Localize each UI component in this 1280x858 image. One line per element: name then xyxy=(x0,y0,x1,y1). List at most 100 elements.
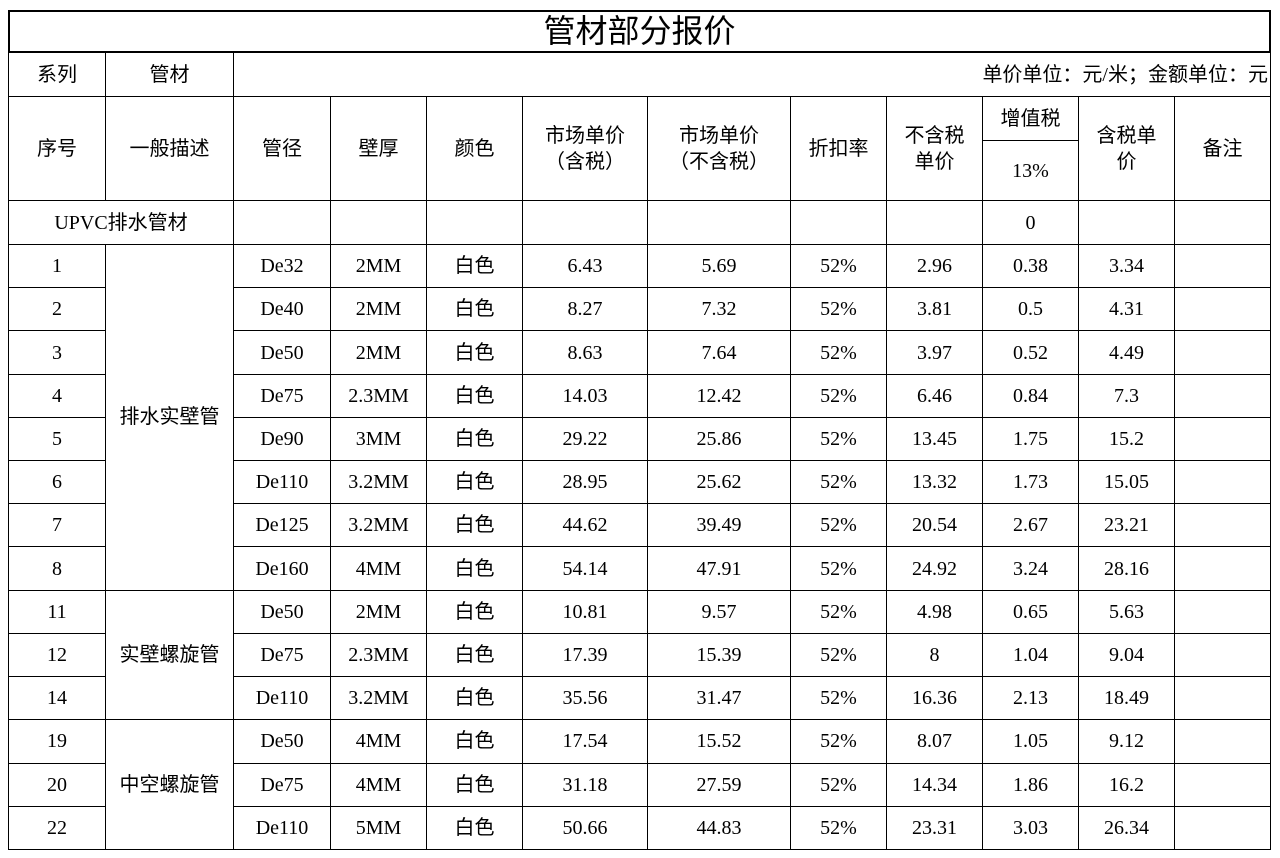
table-cell: 7.64 xyxy=(647,330,791,375)
table-cell: 11 xyxy=(8,589,106,634)
table-cell: De50 xyxy=(233,589,331,634)
table-cell: 8.07 xyxy=(886,719,983,764)
table-cell: 2MM xyxy=(330,287,427,332)
table-cell: 3.2MM xyxy=(330,503,427,548)
table-cell: 2MM xyxy=(330,244,427,289)
table-cell: 15.52 xyxy=(647,719,791,764)
header-cell: 市场单价 （不含税） xyxy=(647,96,791,201)
table-cell: 52% xyxy=(790,805,887,850)
table-cell: 3.34 xyxy=(1078,244,1175,289)
table-cell: 13.32 xyxy=(886,460,983,505)
table-cell: 5 xyxy=(8,416,106,462)
table-cell: 52% xyxy=(790,287,887,332)
table-cell: 白色 xyxy=(426,460,523,505)
table-cell: 15.2 xyxy=(1078,416,1175,462)
table-cell: 8.63 xyxy=(522,330,648,375)
header-cell: 增值税 xyxy=(982,96,1079,141)
tax-rate: 13% xyxy=(982,140,1079,201)
table-cell: 白色 xyxy=(426,589,523,634)
table-cell: 4.49 xyxy=(1078,330,1175,375)
table-cell: 1 xyxy=(8,244,106,289)
pipe-label: 管材 xyxy=(105,52,234,97)
table-cell: 0.5 xyxy=(982,287,1079,332)
table-cell: 7 xyxy=(8,503,106,548)
table-cell: 52% xyxy=(790,546,887,591)
table-cell: 54.14 xyxy=(522,546,648,591)
table-cell: 20.54 xyxy=(886,503,983,548)
empty-cell xyxy=(1078,200,1175,245)
group-name: 排水实壁管 xyxy=(105,244,234,591)
empty-cell xyxy=(426,200,523,245)
table-cell: 50.66 xyxy=(522,805,648,850)
table-cell: 52% xyxy=(790,719,887,764)
table-cell: 15.39 xyxy=(647,632,791,678)
table-cell: 白色 xyxy=(426,719,523,764)
empty-cell xyxy=(790,200,887,245)
table-cell: 3MM xyxy=(330,416,427,462)
table-cell: 3.2MM xyxy=(330,460,427,505)
remark-cell xyxy=(1174,244,1271,289)
table-cell: De125 xyxy=(233,503,331,548)
table-cell: 4MM xyxy=(330,546,427,591)
remark-cell xyxy=(1174,460,1271,505)
header-cell: 备注 xyxy=(1174,96,1271,201)
table-cell: 2.67 xyxy=(982,503,1079,548)
table-cell: 0.84 xyxy=(982,373,1079,418)
table-cell: 6.46 xyxy=(886,373,983,418)
table-cell: 52% xyxy=(790,632,887,678)
remark-cell xyxy=(1174,676,1271,721)
table-cell: 白色 xyxy=(426,632,523,678)
remark-cell xyxy=(1174,589,1271,634)
table-cell: 39.49 xyxy=(647,503,791,548)
table-cell: 9.12 xyxy=(1078,719,1175,764)
table-cell: 25.86 xyxy=(647,416,791,462)
table-cell: 52% xyxy=(790,244,887,289)
table-cell: 4MM xyxy=(330,719,427,764)
table-cell: De110 xyxy=(233,805,331,850)
table-cell: 52% xyxy=(790,330,887,375)
table-cell: 4MM xyxy=(330,762,427,807)
table-cell: 23.21 xyxy=(1078,503,1175,548)
table-cell: 18.49 xyxy=(1078,676,1175,721)
empty-cell xyxy=(886,200,983,245)
table-cell: 10.81 xyxy=(522,589,648,634)
table-cell: 7.3 xyxy=(1078,373,1175,418)
table-cell: 5.69 xyxy=(647,244,791,289)
category-name: UPVC排水管材 xyxy=(8,200,234,245)
header-cell: 不含税 单价 xyxy=(886,96,983,201)
table-cell: 9.04 xyxy=(1078,632,1175,678)
table-cell: 52% xyxy=(790,503,887,548)
table-cell: 16.36 xyxy=(886,676,983,721)
table-cell: 3.03 xyxy=(982,805,1079,850)
table-cell: 7.32 xyxy=(647,287,791,332)
header-cell: 含税单 价 xyxy=(1078,96,1175,201)
table-cell: 6 xyxy=(8,460,106,505)
table-cell: 17.39 xyxy=(522,632,648,678)
table-cell: 3.97 xyxy=(886,330,983,375)
table-cell: 2MM xyxy=(330,589,427,634)
table-cell: De110 xyxy=(233,676,331,721)
table-cell: De50 xyxy=(233,330,331,375)
table-cell: 0.38 xyxy=(982,244,1079,289)
table-cell: 31.47 xyxy=(647,676,791,721)
table-cell: 1.73 xyxy=(982,460,1079,505)
table-cell: 白色 xyxy=(426,676,523,721)
remark-cell xyxy=(1174,416,1271,462)
header-cell: 市场单价 （含税） xyxy=(522,96,648,201)
table-cell: 25.62 xyxy=(647,460,791,505)
table-cell: 3 xyxy=(8,330,106,375)
table-cell: 2.3MM xyxy=(330,632,427,678)
table-cell: 9.57 xyxy=(647,589,791,634)
table-cell: 13.45 xyxy=(886,416,983,462)
header-cell: 一般描述 xyxy=(105,96,234,201)
table-cell: 22 xyxy=(8,805,106,850)
table-cell: 8 xyxy=(886,632,983,678)
table-cell: De75 xyxy=(233,762,331,807)
table-cell: 4.31 xyxy=(1078,287,1175,332)
table-cell: De40 xyxy=(233,287,331,332)
table-cell: 白色 xyxy=(426,244,523,289)
table-cell: 20 xyxy=(8,762,106,807)
header-cell: 壁厚 xyxy=(330,96,427,201)
table-cell: 2.96 xyxy=(886,244,983,289)
table-cell: 3.2MM xyxy=(330,676,427,721)
